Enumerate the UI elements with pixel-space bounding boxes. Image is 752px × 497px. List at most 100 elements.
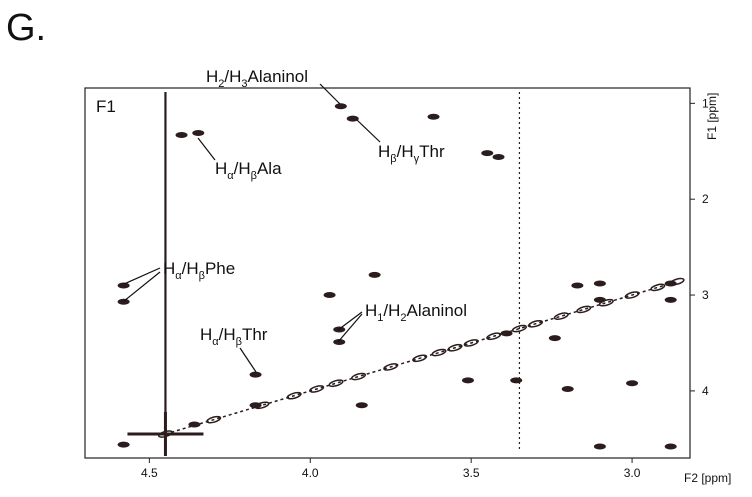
annotation-text: H <box>378 142 390 161</box>
y-tick-label: 4 <box>702 384 709 398</box>
panel-label: G. <box>6 7 46 49</box>
annotation-text: /H <box>182 259 199 278</box>
annotation-leader <box>356 119 381 143</box>
diagonal-peak <box>351 372 367 381</box>
x-tick-label: 3.0 <box>624 466 641 480</box>
cross-peak <box>664 443 677 450</box>
cross-peak <box>510 377 523 384</box>
diagonal-peak <box>553 312 569 320</box>
diagonal-peak <box>447 343 463 352</box>
annotation-text: /H <box>234 159 251 178</box>
diagonal-peak <box>528 319 544 328</box>
cross-peak <box>481 150 494 157</box>
cross-peak <box>249 371 262 378</box>
annotation: Hα/HβThr <box>200 325 268 348</box>
annotation-subscript: β <box>251 170 257 182</box>
annotation-text: Ala <box>257 159 282 178</box>
cross-peak <box>117 282 130 289</box>
diagonal-peak <box>328 379 344 388</box>
cross-peak <box>333 339 346 346</box>
annotation-subscript: β <box>199 270 205 282</box>
annotation-subscript: β <box>236 336 242 348</box>
annotation-text: /H <box>397 142 414 161</box>
cross-peak <box>461 377 474 384</box>
annotation-text: H <box>365 301 377 320</box>
diagonal-peak <box>309 385 325 393</box>
cross-peak <box>323 292 336 299</box>
strong-peak-cross <box>127 412 204 457</box>
annotation: Hβ/HγThr <box>378 142 445 165</box>
cross-peak <box>593 296 606 303</box>
y-tick-label: 2 <box>702 192 709 206</box>
annotation-subscript: α <box>175 270 182 282</box>
annotation-text: Alaninol <box>248 67 309 86</box>
diagonal-peak <box>286 391 302 400</box>
annotation-subscript: γ <box>414 153 420 165</box>
cross-peak <box>249 402 262 409</box>
annotation-subscript: 3 <box>241 78 247 90</box>
cross-peak <box>427 113 440 120</box>
annotation-subscript: β <box>390 153 396 165</box>
annotation: Hα/HβPhe <box>163 259 235 282</box>
annotation-text: Alaninol <box>407 301 468 320</box>
x-axis-label: F2 [ppm] <box>684 471 731 485</box>
diagonal-peak <box>511 324 527 333</box>
cross-peak <box>548 335 561 342</box>
annotation: H1/H2Alaninol <box>365 301 467 324</box>
annotation: H2/H3Alaninol <box>206 67 308 90</box>
cross-peak <box>346 115 359 122</box>
annotation-subscript: 2 <box>218 78 224 90</box>
annotation-text: H <box>206 67 218 86</box>
annotation-subscript: α <box>212 336 219 348</box>
x-tick-label: 4.5 <box>141 466 158 480</box>
annotation-text: H <box>200 325 212 344</box>
diagonal-peak <box>486 332 502 341</box>
diagonal-peak <box>206 415 222 424</box>
inner-label: F1 <box>96 97 116 116</box>
cross-peak <box>117 441 130 448</box>
diagonal-peak <box>431 348 447 357</box>
cross-peak <box>500 330 513 337</box>
diagonal-peak <box>650 283 666 292</box>
annotation-text: /H <box>224 67 241 86</box>
diagonal-peak <box>383 363 399 371</box>
cross-peak <box>593 280 606 287</box>
cross-peak <box>192 130 205 137</box>
diagonal-line <box>165 280 678 435</box>
cross-peak <box>175 131 188 138</box>
cross-peak <box>355 402 368 409</box>
annotation-text: H <box>215 159 227 178</box>
x-tick-label: 4.0 <box>302 466 319 480</box>
annotation: Hα/HβAla <box>215 159 282 182</box>
annotation-leader <box>197 137 216 161</box>
x-tick-label: 3.5 <box>463 466 480 480</box>
annotation-text: Thr <box>419 142 445 161</box>
annotation-text: Thr <box>242 325 268 344</box>
annotation-text: H <box>163 259 175 278</box>
diagonal-peak <box>576 305 592 314</box>
diagonal-peak <box>463 339 479 347</box>
annotation-leader <box>319 83 341 105</box>
annotation-leader <box>239 347 257 373</box>
annotation-leader <box>337 311 363 331</box>
cross-peak <box>492 154 505 161</box>
y-tick-label: 3 <box>702 288 709 302</box>
annotation-subscript: 1 <box>377 312 383 324</box>
annotation-leader <box>123 271 161 302</box>
annotation-leader <box>123 267 161 285</box>
y-tick-label: 1 <box>702 96 709 110</box>
cross-peak <box>188 421 201 428</box>
cross-peak <box>664 296 677 303</box>
annotation-leader <box>337 313 363 343</box>
cross-peak <box>626 380 639 387</box>
cross-peak <box>561 385 574 392</box>
annotation-subscript: 2 <box>400 312 406 324</box>
cross-peak <box>117 298 130 305</box>
diagonal-peak <box>412 354 428 363</box>
cross-peak <box>334 103 347 110</box>
cross-peak <box>593 443 606 450</box>
y-axis-label: F1 [ppm] <box>705 93 719 140</box>
annotation-subscript: α <box>227 170 234 182</box>
cross-peak <box>664 280 677 287</box>
